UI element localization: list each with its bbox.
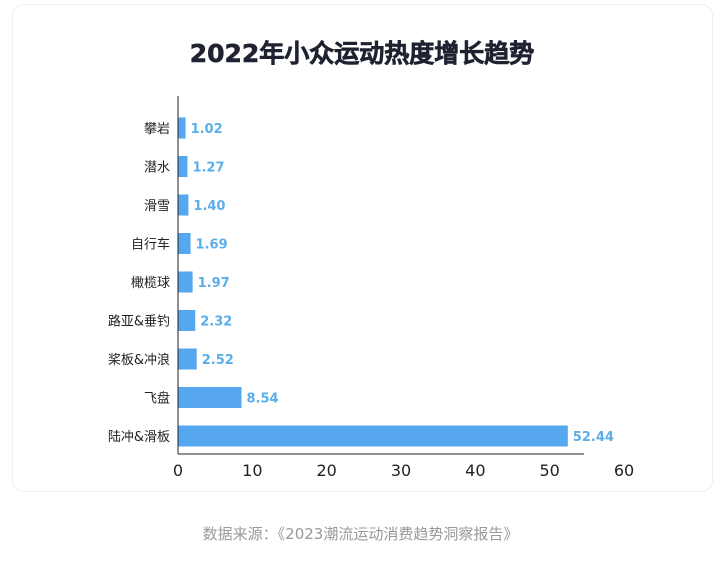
bar-1 bbox=[178, 156, 188, 177]
x-tick-label: 50 bbox=[539, 461, 559, 480]
category-label: 桨板&冲浪 bbox=[108, 352, 170, 368]
bar-2 bbox=[178, 194, 189, 216]
category-label: 陆冲&滑板 bbox=[108, 429, 170, 445]
x-tick-label: 20 bbox=[316, 461, 336, 480]
category-label: 潜水 bbox=[144, 161, 170, 176]
category-label: 路亚&垂钓 bbox=[108, 314, 170, 330]
bar-5 bbox=[178, 310, 196, 331]
bar-0 bbox=[178, 117, 186, 139]
chart-title: 2022年小众运动热度增长趋势 bbox=[190, 39, 535, 68]
bar-6 bbox=[178, 348, 197, 370]
value-label: 1.40 bbox=[193, 199, 225, 214]
value-label: 1.69 bbox=[196, 238, 228, 253]
category-label: 滑雪 bbox=[144, 199, 170, 214]
bar-3 bbox=[178, 233, 191, 254]
x-tick-label: 60 bbox=[614, 461, 634, 480]
axis-layer: 0 10 20 30 40 50 60 bbox=[173, 96, 634, 480]
x-tick-label: 30 bbox=[391, 461, 411, 480]
category-label: 攀岩 bbox=[144, 122, 170, 137]
chart-card bbox=[12, 4, 713, 492]
bar-7 bbox=[178, 387, 242, 408]
value-label: 2.52 bbox=[202, 353, 234, 368]
value-label: 2.32 bbox=[200, 315, 232, 330]
category-label: 橄榄球 bbox=[131, 275, 170, 291]
x-tick-label: 40 bbox=[465, 461, 485, 480]
bars-layer: 攀岩 1.02 潜水 1.27 滑雪 1.40 自行车 1.69 橄榄球 1.97 路亚&垂钓 2.3… bbox=[108, 117, 614, 447]
value-label: 1.02 bbox=[191, 122, 223, 137]
x-tick-label: 10 bbox=[242, 461, 262, 480]
category-label: 自行车 bbox=[131, 237, 170, 253]
source-note: 数据来源：《2023潮流运动消费趋势洞察报告》 bbox=[202, 525, 519, 543]
bar-4 bbox=[178, 271, 193, 293]
value-label: 52.44 bbox=[573, 430, 614, 445]
value-label: 1.27 bbox=[192, 161, 224, 176]
value-label: 8.54 bbox=[246, 392, 278, 407]
category-label: 飞盘 bbox=[144, 391, 170, 407]
bar-8 bbox=[178, 425, 568, 447]
value-label: 1.97 bbox=[198, 276, 230, 291]
x-tick-label: 0 bbox=[173, 461, 183, 480]
